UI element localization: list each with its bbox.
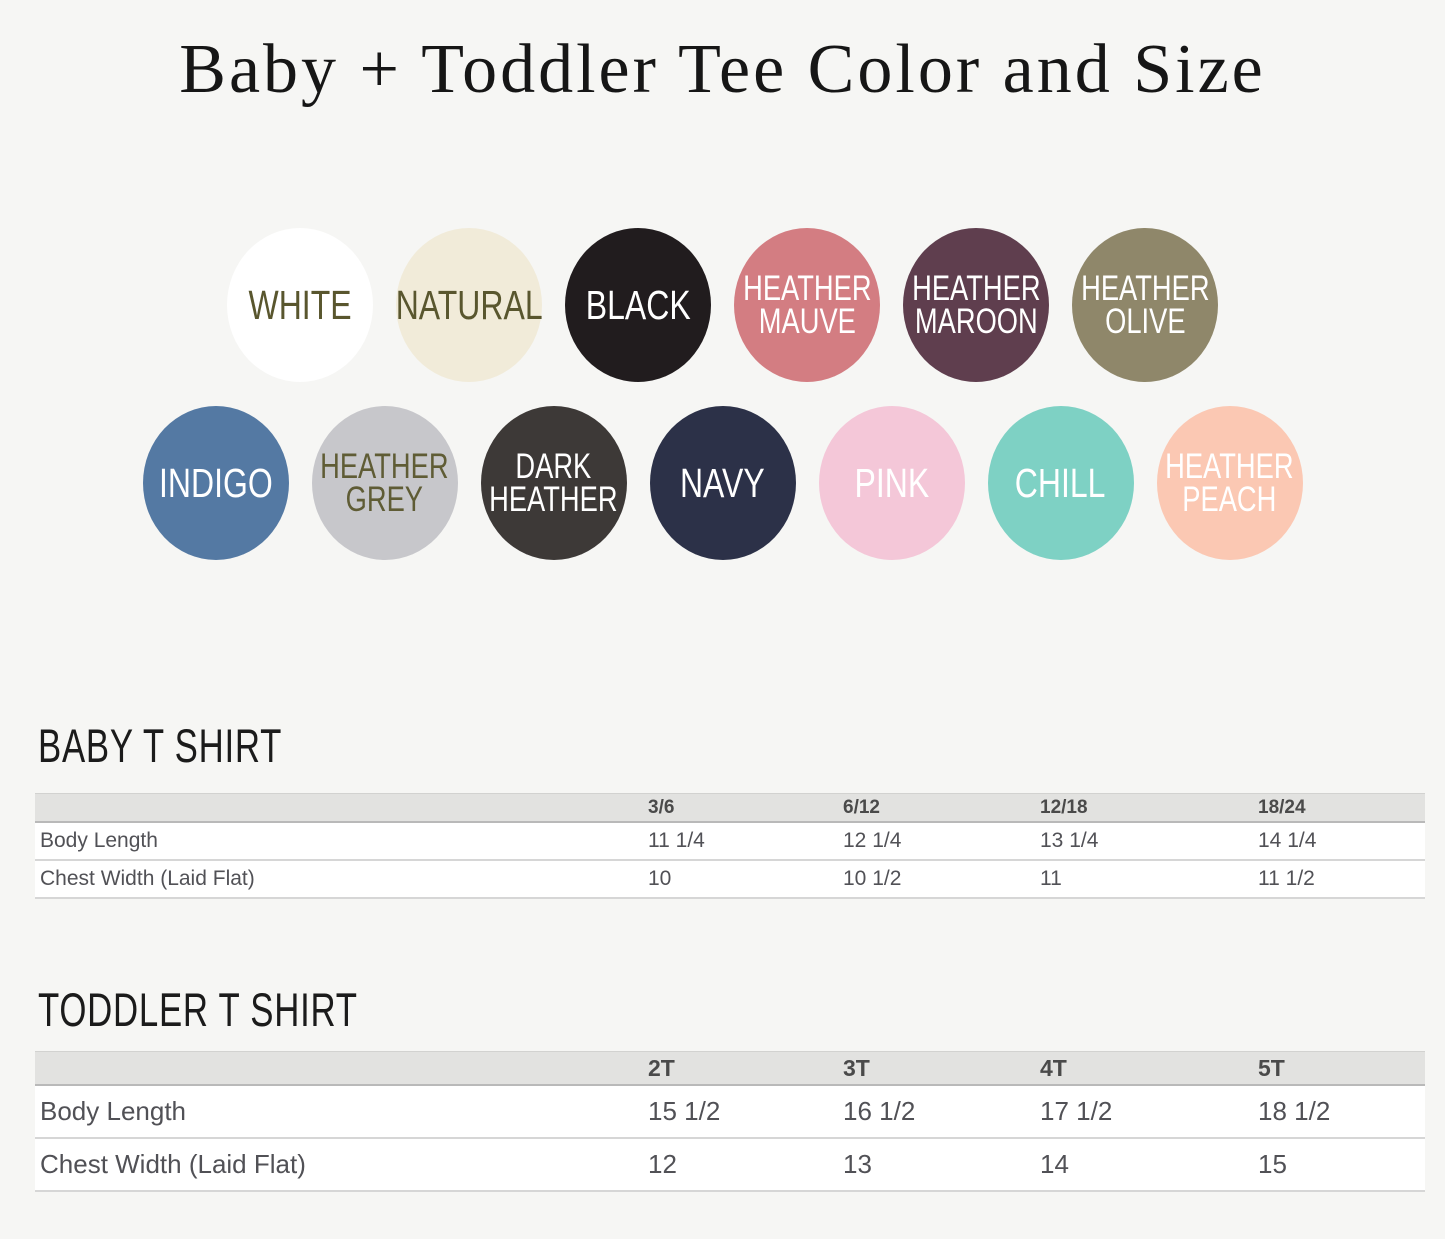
- toddler-section-heading: TODDLER T SHIRT: [38, 983, 358, 1036]
- row-label: Chest Width (Laid Flat): [40, 867, 255, 890]
- color-swatch-natural: NATURAL: [396, 228, 542, 382]
- color-swatch-navy: NAVY: [649, 406, 796, 560]
- color-swatch-indigo: INDIGO: [142, 406, 289, 560]
- measurement-value: 13: [843, 1149, 872, 1179]
- toddler-table-header-row: 2T 3T 4T 5T: [35, 1051, 1425, 1086]
- measurement-value: 11: [1040, 867, 1062, 890]
- table-row-body-length: Body Length 11 1/4 12 1/4 13 1/4 14 1/4: [35, 823, 1425, 861]
- table-row-chest-width: Chest Width (Laid Flat) 12 13 14 15: [35, 1139, 1425, 1192]
- header-cell-size: 18/24: [1258, 796, 1306, 818]
- measurement-value: 18 1/2: [1258, 1096, 1331, 1126]
- swatch-label: DARK HEATHER: [489, 446, 618, 519]
- color-swatch-white: WHITE: [227, 228, 373, 382]
- swatch-label: HEATHER MAUVE: [742, 268, 872, 341]
- color-swatch-dark-heather: DARK HEATHER: [480, 406, 627, 560]
- header-cell-size: 2T: [648, 1054, 675, 1081]
- page-title: Baby + Toddler Tee Color and Size: [179, 31, 1266, 108]
- baby-table-header-row: 3/6 6/12 12/18 18/24: [35, 793, 1425, 823]
- header-cell-size: 6/12: [843, 796, 880, 818]
- measurement-value: 12: [648, 1149, 677, 1179]
- baby-size-table: 3/6 6/12 12/18 18/24 Body Length 11 1/4 …: [35, 793, 1425, 899]
- measurement-value: 14: [1040, 1149, 1069, 1179]
- row-label: Chest Width (Laid Flat): [40, 1149, 306, 1179]
- color-swatch-heather-olive: HEATHER OLIVE: [1072, 228, 1218, 382]
- measurement-value: 15: [1258, 1149, 1287, 1179]
- table-row-body-length: Body Length 15 1/2 16 1/2 17 1/2 18 1/2: [35, 1086, 1425, 1139]
- measurement-value: 10: [648, 867, 672, 890]
- header-cell-size: 5T: [1258, 1054, 1285, 1081]
- swatch-label: HEATHER GREY: [320, 446, 449, 519]
- swatch-label: PINK: [854, 459, 929, 506]
- header-cell-size: 4T: [1040, 1054, 1067, 1081]
- color-swatch-chill: CHILL: [987, 406, 1134, 560]
- swatch-label: HEATHER OLIVE: [1080, 268, 1210, 341]
- measurement-value: 10 1/2: [843, 867, 902, 890]
- row-label: Body Length: [40, 1096, 187, 1126]
- measurement-value: 11 1/4: [648, 829, 705, 852]
- color-swatch-row-1: WHITE NATURAL BLACK HEATHER MAUVE HEATHE…: [0, 228, 1445, 382]
- swatch-label: NATURAL: [395, 281, 543, 328]
- swatch-label: WHITE: [248, 281, 352, 328]
- color-swatch-pink: PINK: [818, 406, 965, 560]
- color-swatch-black: BLACK: [565, 228, 711, 382]
- toddler-size-table: 2T 3T 4T 5T Body Length 15 1/2 16 1/2 17…: [35, 1051, 1425, 1192]
- row-label: Body Length: [40, 829, 158, 852]
- color-swatch-heather-peach: HEATHER PEACH: [1156, 406, 1303, 560]
- header-cell-size: 3/6: [648, 796, 675, 818]
- color-swatch-heather-grey: HEATHER GREY: [311, 406, 458, 560]
- swatch-label: BLACK: [585, 281, 691, 328]
- measurement-value: 12 1/4: [843, 829, 902, 852]
- swatch-label: HEATHER PEACH: [1165, 446, 1294, 519]
- table-row-chest-width: Chest Width (Laid Flat) 10 10 1/2 11 11 …: [35, 861, 1425, 899]
- swatch-label: NAVY: [680, 459, 765, 506]
- measurement-value: 13 1/4: [1040, 829, 1099, 852]
- measurement-value: 16 1/2: [843, 1096, 916, 1126]
- header-cell-size: 3T: [843, 1054, 870, 1081]
- swatch-label: HEATHER MAROON: [911, 268, 1041, 341]
- measurement-value: 14 1/4: [1258, 829, 1317, 852]
- header-cell-size: 12/18: [1040, 796, 1088, 818]
- baby-section-heading: BABY T SHIRT: [38, 719, 283, 772]
- measurement-value: 15 1/2: [648, 1096, 721, 1126]
- color-swatch-row-2: INDIGO HEATHER GREY DARK HEATHER NAVY PI…: [0, 406, 1445, 560]
- measurement-value: 17 1/2: [1040, 1096, 1113, 1126]
- measurement-value: 11 1/2: [1258, 867, 1315, 890]
- color-swatch-heather-maroon: HEATHER MAROON: [903, 228, 1049, 382]
- swatch-label: CHILL: [1015, 459, 1106, 506]
- color-swatch-heather-mauve: HEATHER MAUVE: [734, 228, 880, 382]
- swatch-label: INDIGO: [158, 459, 273, 506]
